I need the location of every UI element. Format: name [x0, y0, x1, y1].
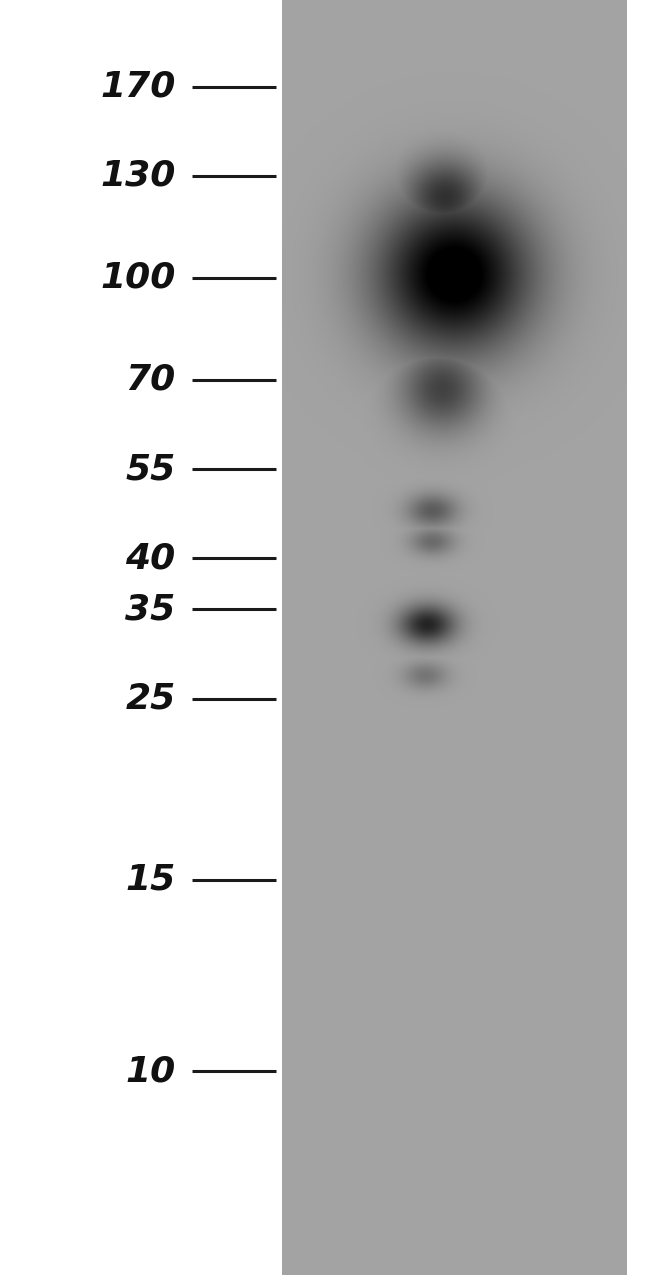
Text: 100: 100: [100, 261, 176, 295]
Text: 130: 130: [100, 159, 176, 193]
Text: 55: 55: [125, 453, 176, 486]
Text: 15: 15: [125, 863, 176, 896]
Text: 25: 25: [125, 682, 176, 715]
Text: 40: 40: [125, 542, 176, 575]
Text: 170: 170: [100, 70, 176, 103]
Text: 10: 10: [125, 1054, 176, 1088]
Text: 70: 70: [125, 363, 176, 397]
Text: 35: 35: [125, 593, 176, 626]
